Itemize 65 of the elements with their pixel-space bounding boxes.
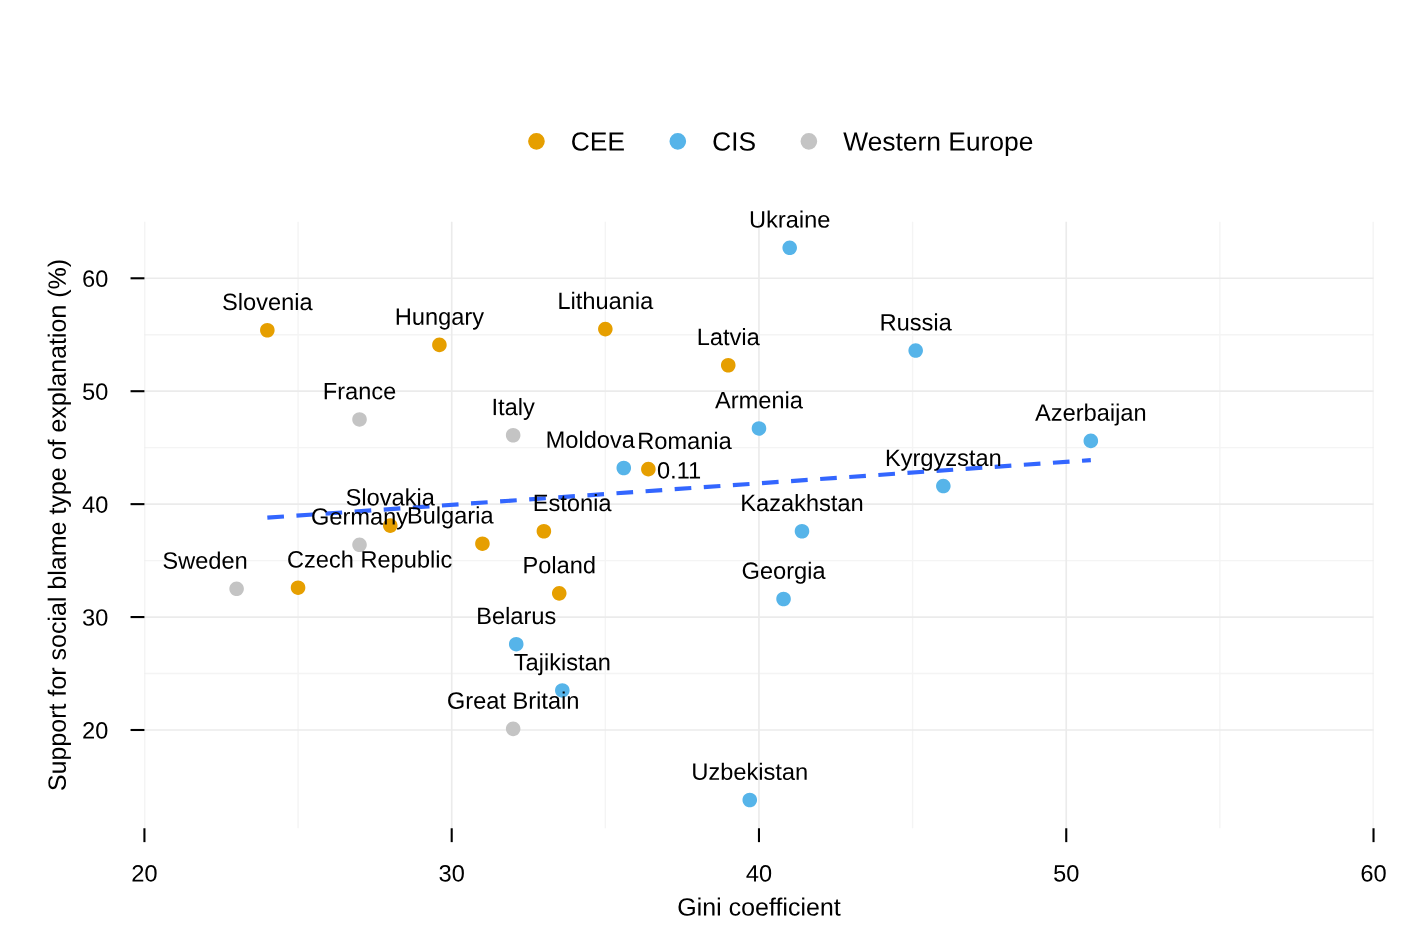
annotation: Azerbaijan xyxy=(1035,403,1146,426)
annotation: Estonia xyxy=(534,493,612,512)
point xyxy=(260,322,275,338)
point xyxy=(475,536,490,551)
y-tick-label: 50 xyxy=(83,383,108,400)
annotation: Kyrgyzstan xyxy=(886,449,1001,471)
annotation: Tajikistan xyxy=(514,653,610,676)
point xyxy=(598,321,613,337)
annotation: Great Britain xyxy=(448,691,578,709)
y-tick-label: 60 xyxy=(83,270,108,288)
annotation: Kazakhstan xyxy=(742,493,863,512)
annotation: Moldova xyxy=(547,430,635,449)
point xyxy=(782,240,797,256)
y-tick-label: 40 xyxy=(82,496,108,513)
point xyxy=(908,343,923,358)
annotation: Hungary xyxy=(396,308,484,330)
point xyxy=(536,523,552,539)
annotation: Italy xyxy=(493,397,535,420)
point xyxy=(776,591,791,607)
x-axis-title: Gini coefficient xyxy=(678,897,841,916)
point xyxy=(742,792,758,808)
y-tick-label: 20 xyxy=(83,722,108,739)
annotation: Armenia xyxy=(715,391,803,409)
annotation: Ukraine xyxy=(750,210,830,228)
annotation: Slovakia xyxy=(346,488,435,506)
point xyxy=(229,581,244,597)
x-tick-label: 60 xyxy=(1361,864,1386,882)
annotation: Bulgaria xyxy=(408,506,494,529)
point xyxy=(290,580,306,595)
x-tick-label: 30 xyxy=(439,864,464,882)
annotation: Sweden xyxy=(163,551,247,569)
annotation: Germany xyxy=(312,508,409,530)
point xyxy=(551,586,567,601)
legend-label: CEE xyxy=(572,132,624,151)
point xyxy=(616,460,632,476)
point xyxy=(505,721,521,737)
annotation: Latvia xyxy=(698,327,760,346)
point xyxy=(641,461,656,477)
point xyxy=(432,337,447,353)
x-tick-label: 20 xyxy=(132,864,157,882)
point xyxy=(1083,433,1099,449)
annotation: Czech Republic xyxy=(288,550,452,573)
point xyxy=(352,412,367,427)
annotation: Russia xyxy=(881,313,952,331)
point xyxy=(505,427,521,443)
annotation: France xyxy=(324,383,396,400)
annotation: Poland xyxy=(524,556,595,574)
x-tick-label: 50 xyxy=(1054,864,1079,882)
point xyxy=(936,478,951,494)
legend-label: Western Europe xyxy=(843,132,1033,157)
annotation: Uzbekistan xyxy=(693,762,807,781)
point xyxy=(751,421,767,436)
annotation: Lithuania xyxy=(559,291,654,310)
annotation: Slovenia xyxy=(223,292,313,311)
point xyxy=(508,636,524,652)
annotation: Georgia xyxy=(742,561,826,584)
y-tick-label: 30 xyxy=(82,609,108,626)
y-axis-title: Support for social blame type of explanation (%) xyxy=(47,260,71,790)
point xyxy=(794,523,810,539)
annotation: 0.11 xyxy=(657,461,701,479)
point xyxy=(720,357,736,373)
annotation: Belarus xyxy=(478,606,556,625)
x-tick-label: 40 xyxy=(746,864,772,882)
annotation: Romania xyxy=(639,431,732,450)
legend-label: CIS xyxy=(713,132,755,151)
